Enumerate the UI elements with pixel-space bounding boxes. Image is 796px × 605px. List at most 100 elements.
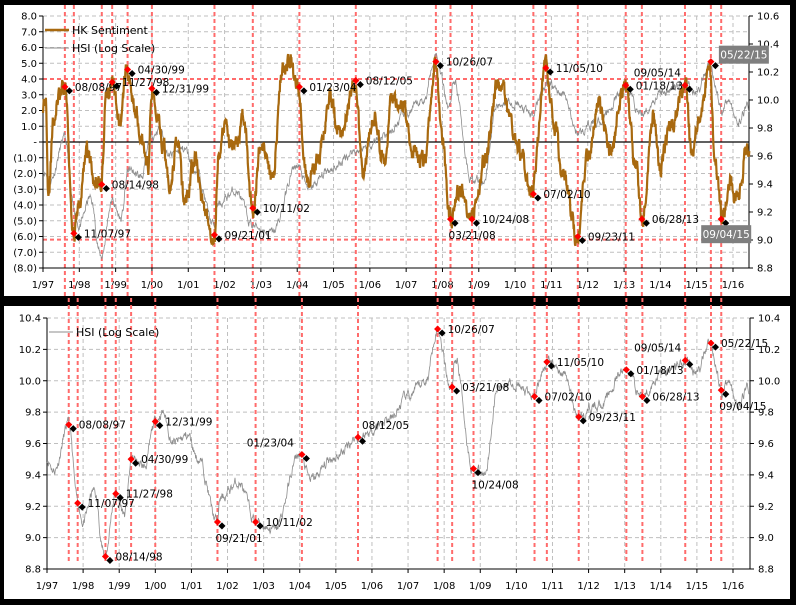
hk-sentiment-series-line: [41, 53, 751, 247]
event-marker-black: [579, 417, 587, 425]
event-marker-red: [717, 386, 725, 394]
event-marker-red: [622, 81, 630, 89]
event-marker-black: [74, 233, 82, 241]
event-marker-black: [65, 87, 73, 95]
x-tick-label: 1/01: [177, 280, 199, 291]
event-date-label: 01/23/04: [247, 437, 294, 449]
event-date-label: 05/22/15: [720, 50, 767, 62]
x-tick-label: 1/08: [431, 280, 453, 291]
y-left-tick-label: (7.0): [13, 248, 37, 259]
y-left-tick-label: (5.0): [13, 216, 37, 227]
event-marker-black: [69, 425, 77, 433]
x-tick-label: 1/11: [540, 280, 562, 291]
event-date-label: 01/18/13: [636, 365, 683, 377]
event-marker-black: [472, 219, 481, 227]
event-marker-red: [529, 190, 537, 198]
event-marker-red: [530, 392, 539, 400]
y-left-tick-label: 5.0: [21, 59, 37, 70]
event-marker-red: [98, 180, 106, 189]
y-right-tick-label: 9.8: [757, 124, 773, 135]
legend-label: HSI (Log Scale): [76, 326, 159, 339]
event-date-label: 09/23/11: [589, 412, 636, 424]
y-left-tick-label: 9.8: [25, 408, 41, 419]
event-marker-red: [352, 77, 360, 85]
y-left-tick-label: (4.0): [13, 201, 37, 212]
legend-label: HK Sentiment: [72, 24, 149, 37]
event-date-label: 04/30/99: [138, 65, 185, 77]
event-marker-red: [210, 231, 218, 239]
event-date-label: 11/07/97: [84, 228, 131, 240]
event-marker-red: [707, 58, 715, 66]
y-left-tick-label: 9.6: [25, 439, 41, 450]
x-tick-label: 1/16: [722, 581, 744, 592]
event-marker-red: [124, 66, 132, 74]
event-marker-black: [215, 235, 223, 243]
y-left-tick-label: 10.2: [19, 345, 41, 356]
event-marker-black: [358, 437, 367, 445]
x-tick-label: 1/14: [649, 280, 671, 291]
event-marker-red: [354, 433, 362, 441]
x-tick-label: 1/13: [613, 581, 635, 592]
highlight-label-box: [718, 45, 769, 64]
event-marker-black: [113, 82, 121, 90]
event-marker-red: [127, 455, 135, 463]
event-marker-red: [65, 421, 73, 429]
x-tick-label: 1/98: [68, 280, 90, 291]
event-marker-red: [213, 518, 222, 526]
x-tick-label: 1/09: [468, 280, 490, 291]
event-marker-black: [218, 522, 226, 530]
event-date-label: 09/05/14: [634, 67, 681, 79]
y-right-tick-label: 9.6: [758, 439, 774, 450]
event-marker-black: [535, 396, 543, 404]
event-marker-red: [249, 204, 257, 212]
event-marker-red: [252, 518, 260, 526]
x-tick-label: 1/07: [395, 280, 417, 291]
event-date-label: 08/08/97: [79, 420, 126, 432]
event-date-label: 08/12/05: [362, 420, 409, 432]
event-marker-red: [432, 58, 440, 66]
y-right-tick-label: 9.0: [757, 236, 773, 247]
event-date-label: 12/31/99: [165, 417, 212, 429]
event-marker-black: [578, 236, 586, 245]
x-tick-label: 1/99: [108, 581, 130, 592]
x-tick-label: 1/15: [686, 581, 708, 592]
x-tick-label: 1/06: [361, 581, 383, 592]
event-date-label: 10/24/08: [482, 214, 529, 226]
x-tick-label: 1/09: [469, 581, 491, 592]
top-panel: [4, 5, 790, 296]
event-date-label: 03/21/08: [449, 230, 496, 242]
y-right-tick-label: 9.0: [758, 533, 774, 544]
event-marker-black: [78, 503, 86, 511]
x-tick-label: 1/16: [722, 280, 744, 291]
y-right-tick-label: 10.4: [757, 40, 779, 51]
event-marker-red: [101, 552, 109, 560]
y-left-tick-label: 8.8: [25, 565, 41, 576]
event-date-label: 07/02/10: [543, 189, 590, 201]
event-date-label: 09/05/14: [634, 342, 681, 354]
event-marker-black: [128, 70, 136, 78]
bottom-panel: [4, 306, 790, 599]
event-marker-black: [256, 522, 264, 530]
y-left-tick-label: 9.2: [25, 502, 41, 513]
event-date-label: 06/28/13: [652, 391, 699, 403]
event-marker-red: [70, 229, 78, 237]
event-marker-red: [543, 358, 551, 366]
event-date-label: 11/05/10: [557, 357, 604, 369]
y-left-tick-label: 7.0: [21, 27, 37, 38]
y-left-tick-label: 9.0: [25, 533, 41, 544]
y-left-tick-label: (2.0): [13, 169, 37, 180]
event-marker-red: [434, 325, 442, 333]
event-marker-black: [626, 85, 634, 93]
event-marker-black: [546, 68, 554, 76]
x-tick-label: 1/02: [216, 581, 238, 592]
event-date-label: 01/23/04: [309, 82, 356, 94]
event-date-label: 04/30/99: [141, 454, 188, 466]
y-left-tick-label: 10.0: [19, 376, 41, 387]
event-date-label: 11/05/10: [556, 63, 603, 75]
event-marker-red: [717, 215, 725, 223]
x-tick-label: 1/03: [250, 280, 272, 291]
event-marker-black: [451, 219, 459, 227]
event-marker-black: [685, 85, 694, 93]
x-tick-label: 1/98: [72, 581, 94, 592]
x-tick-label: 1/08: [433, 581, 455, 592]
